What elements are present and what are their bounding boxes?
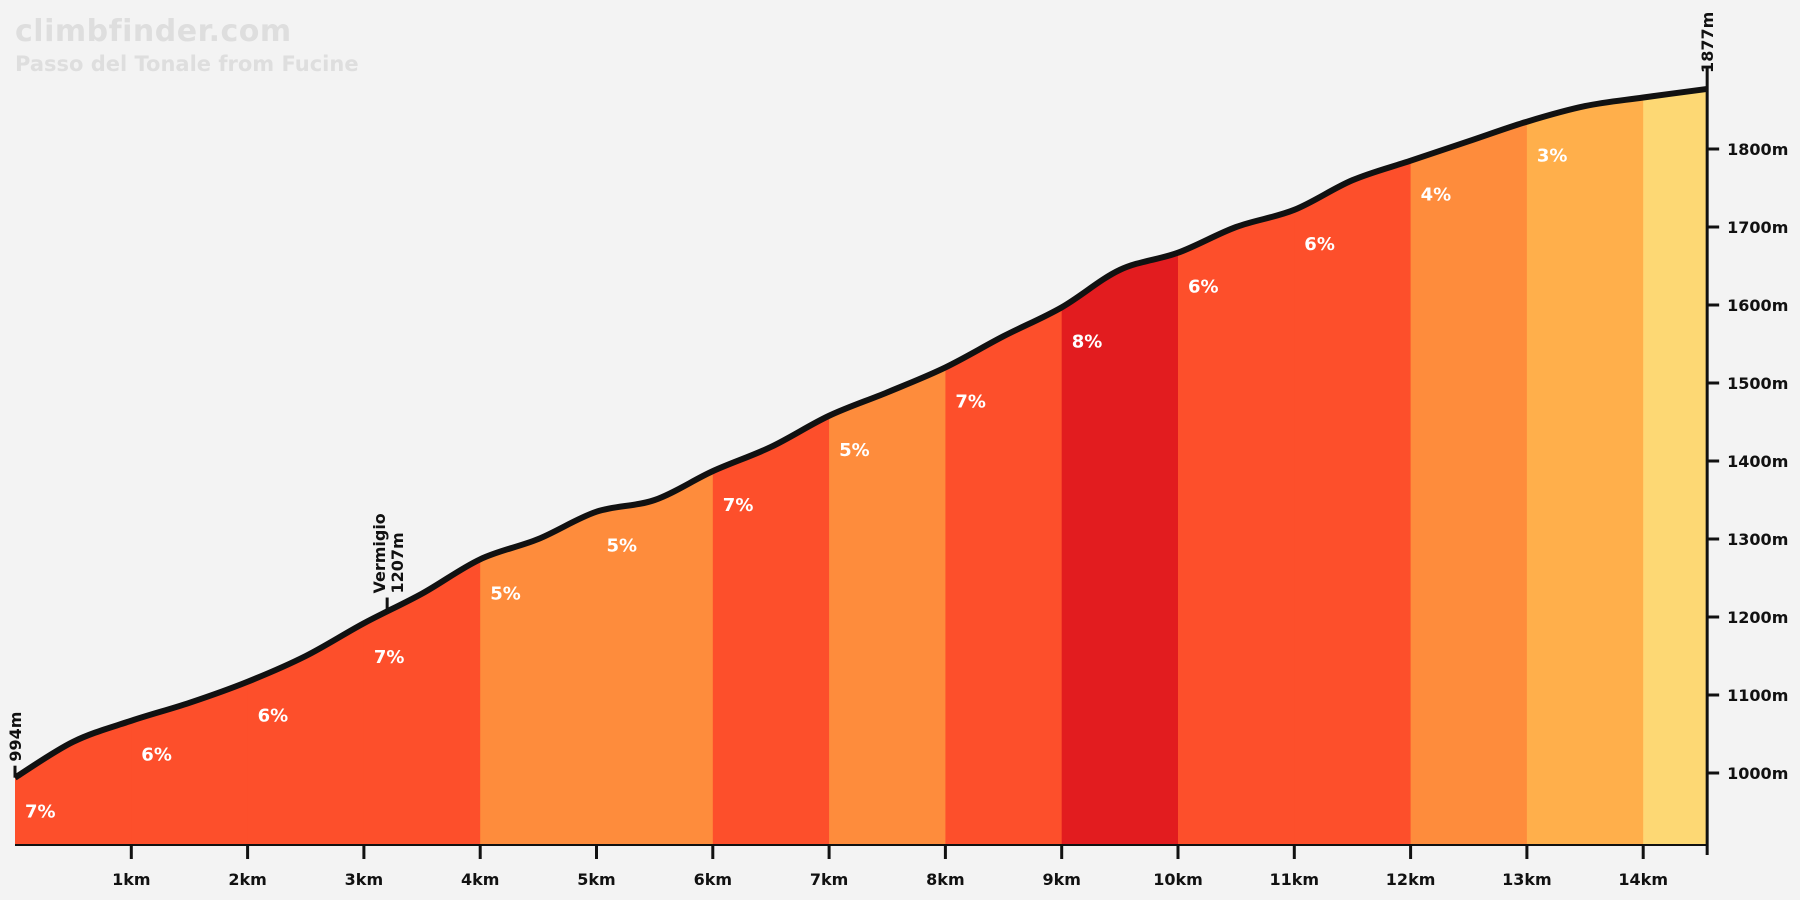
gradient-segment xyxy=(1526,88,1644,845)
gradient-segment xyxy=(1061,88,1179,845)
gradient-label: 6% xyxy=(1188,277,1219,298)
gradient-segment xyxy=(131,88,249,845)
gradient-segment xyxy=(1643,88,1708,845)
gradient-segment xyxy=(1410,88,1528,845)
x-tick-label: 2km xyxy=(228,870,266,889)
x-tick-label: 7km xyxy=(810,870,848,889)
gradient-label: 3% xyxy=(1537,146,1568,167)
gradient-segment xyxy=(1294,88,1412,845)
gradient-segment xyxy=(363,88,481,845)
gradient-label: 5% xyxy=(490,583,521,604)
x-tick-label: 5km xyxy=(577,870,615,889)
summit-elevation-label: 1877m xyxy=(1698,12,1717,73)
gradient-label: 6% xyxy=(1304,234,1335,255)
x-tick-label: 11km xyxy=(1270,870,1320,889)
x-tick-label: 12km xyxy=(1386,870,1436,889)
x-tick-label: 1km xyxy=(112,870,150,889)
gradient-label: 7% xyxy=(955,391,986,412)
profile-line xyxy=(13,85,1708,781)
gradient-label: 5% xyxy=(839,440,870,461)
y-tick-label: 1800m xyxy=(1727,140,1788,159)
gradient-segment xyxy=(1178,88,1295,845)
x-tick-label: 14km xyxy=(1618,870,1668,889)
x-tick-label: 3km xyxy=(345,870,383,889)
waypoint-name: Vermigio xyxy=(370,513,389,593)
gradient-label: 6% xyxy=(258,706,289,727)
gradient-label: 8% xyxy=(1072,331,1103,352)
y-tick-label: 1700m xyxy=(1727,218,1788,237)
x-tick-label: 4km xyxy=(461,870,499,889)
y-tick-label: 1400m xyxy=(1727,452,1788,471)
x-tick-label: 6km xyxy=(694,870,732,889)
y-tick-label: 1600m xyxy=(1727,296,1788,315)
climb-title: Passo del Tonale from Fucine xyxy=(15,52,359,76)
y-tick-label: 1000m xyxy=(1727,764,1788,783)
y-tick-label: 1500m xyxy=(1727,374,1788,393)
start-elevation-label: 994m xyxy=(6,712,25,762)
y-tick-label: 1200m xyxy=(1727,608,1788,627)
gradient-label: 7% xyxy=(723,495,754,516)
x-tick-label: 10km xyxy=(1153,870,1203,889)
gradient-segment xyxy=(945,88,1063,845)
gradient-label: 5% xyxy=(607,536,638,557)
x-tick-label: 8km xyxy=(926,870,964,889)
y-tick-label: 1300m xyxy=(1727,530,1788,549)
waypoint-elevation: 1207m xyxy=(388,532,407,593)
gradient-segment xyxy=(247,88,365,845)
gradient-segment xyxy=(712,88,830,845)
gradient-label: 4% xyxy=(1421,185,1452,206)
y-tick-label: 1100m xyxy=(1727,686,1788,705)
brand-watermark: climbfinder.com xyxy=(15,14,292,49)
gradient-label: 7% xyxy=(374,647,405,668)
x-tick-label: 9km xyxy=(1042,870,1080,889)
x-tick-label: 13km xyxy=(1502,870,1552,889)
gradient-segment xyxy=(480,88,597,845)
gradient-segment xyxy=(596,88,714,845)
gradient-label: 6% xyxy=(141,745,172,766)
gradient-label: 7% xyxy=(25,802,56,823)
